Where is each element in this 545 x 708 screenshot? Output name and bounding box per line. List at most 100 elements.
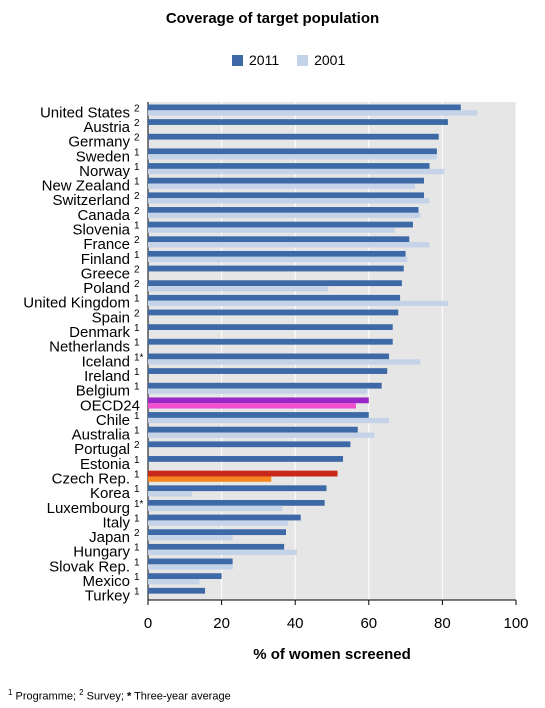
bar-2001-iceland [148,359,421,365]
category-note-slovenia: 1 [134,221,140,232]
x-tick-label: 40 [287,615,304,632]
bar-2001-belgium [148,388,367,394]
chart-title: Coverage of target population [165,10,380,27]
category-label-united-kingdom: United Kingdom [23,295,130,312]
legend-label-2001: 2001 [314,52,346,68]
bar-2001-japan [148,535,233,541]
category-note-switzerland: 2 [134,191,140,202]
category-note-united-kingdom: 1 [134,294,140,305]
legend-item-2001: 2001 [297,52,345,68]
category-label-sweden: Sweden [76,148,130,165]
category-note-spain: 2 [134,308,140,319]
bar-2011-belgium [148,382,382,389]
category-note-portugal: 2 [134,440,140,451]
category-note-italy: 1 [134,513,140,524]
bar-2001-italy [148,520,288,526]
bar-2001-korea [148,491,193,497]
footnote-mark-2: 2 [79,688,84,697]
bar-2011-korea [148,485,327,492]
bar-2001-canada [148,212,421,219]
category-note-united-states: 2 [134,103,140,114]
category-note-slovak-rep: 1 [134,557,140,568]
bar-2011-norway [148,163,430,169]
x-tick-label: 20 [213,615,230,632]
x-tick-label: 0 [144,615,152,632]
bar-2001-czech-rep [148,476,272,482]
category-label-canada: Canada [77,207,130,224]
category-label-oecd24: OECD24 [80,397,140,414]
bar-2011-united-kingdom [148,294,401,301]
category-note-czech-rep: 1 [134,470,140,481]
bar-2011-turkey [148,587,206,594]
category-label-czech-rep: Czech Rep. [52,471,130,488]
legend-swatch-2011 [232,54,243,66]
category-label-korea: Korea [90,485,131,502]
category-label-chile: Chile [96,412,130,429]
bar-2011-chile [148,412,369,418]
category-note-canada: 2 [134,206,140,217]
bar-2011-greece [148,265,404,272]
category-label-spain: Spain [92,309,130,326]
category-label-portugal: Portugal [74,441,130,458]
category-label-estonia: Estonia [80,456,131,473]
bar-2001-norway [148,168,445,175]
category-note-norway: 1 [134,162,140,173]
category-label-austria: Austria [83,119,130,136]
bar-2011-czech-rep [148,470,338,477]
category-note-sweden: 1 [134,147,140,158]
category-label-poland: Poland [83,280,130,297]
category-label-japan: Japan [89,529,130,546]
category-label-norway: Norway [79,163,130,180]
bar-2001-switzerland [148,198,430,204]
legend-item-2011: 2011 [232,52,279,68]
bar-2011-italy [148,514,301,521]
category-note-chile: 1 [134,411,140,422]
category-note-denmark: 1 [134,323,140,334]
category-label-greece: Greece [81,265,130,282]
bar-2001-france [148,242,430,248]
bar-2011-hungary [148,543,285,550]
bar-2001-new-zealand [148,183,415,189]
bar-2011-netherlands [148,338,393,345]
bar-2001-luxembourg [148,505,283,512]
category-label-slovenia: Slovenia [72,222,130,239]
category-note-netherlands: 1 [134,338,140,349]
category-label-iceland: Iceland [82,353,130,370]
bar-2011-canada [148,207,419,213]
footnote-mark-1: 1 [8,688,13,697]
bar-2001-poland [148,286,329,292]
category-note-iceland: 1* [134,352,144,363]
category-label-australia: Australia [72,427,131,444]
category-note-new-zealand: 1 [134,177,140,188]
category-label-ireland: Ireland [84,368,130,385]
bar-2011-germany [148,133,439,140]
bar-2011-luxembourg [148,499,325,506]
bar-2011-japan [148,529,286,536]
category-note-poland: 2 [134,279,140,290]
category-label-new-zealand: New Zealand [42,178,130,195]
bar-2011-united-states [148,104,461,111]
bar-2001-oecd24 [148,403,356,409]
category-note-hungary: 1 [134,543,140,554]
bar-2011-mexico [148,573,222,580]
bar-2011-iceland [148,353,390,360]
category-label-mexico: Mexico [82,573,130,590]
category-label-luxembourg: Luxembourg [47,500,130,517]
bar-2001-finland [148,256,408,263]
category-label-turkey: Turkey [85,588,131,605]
footnote: 1 Programme; 2 Survey; * Three-year aver… [8,688,231,703]
footnote-text-2: Survey; [83,690,127,703]
category-note-australia: 1 [134,426,140,437]
category-note-germany: 2 [134,133,140,144]
category-note-japan: 2 [134,528,140,539]
bar-2011-finland [148,250,406,257]
category-note-turkey: 1 [134,587,140,598]
category-label-italy: Italy [102,514,130,531]
legend-label-2011: 2011 [249,52,280,68]
bar-2011-switzerland [148,192,424,199]
bar-2011-oecd24 [148,397,369,404]
bar-2011-australia [148,426,358,433]
category-note-ireland: 1 [134,367,140,378]
bar-2011-slovenia [148,221,413,228]
bar-2011-estonia [148,456,344,462]
